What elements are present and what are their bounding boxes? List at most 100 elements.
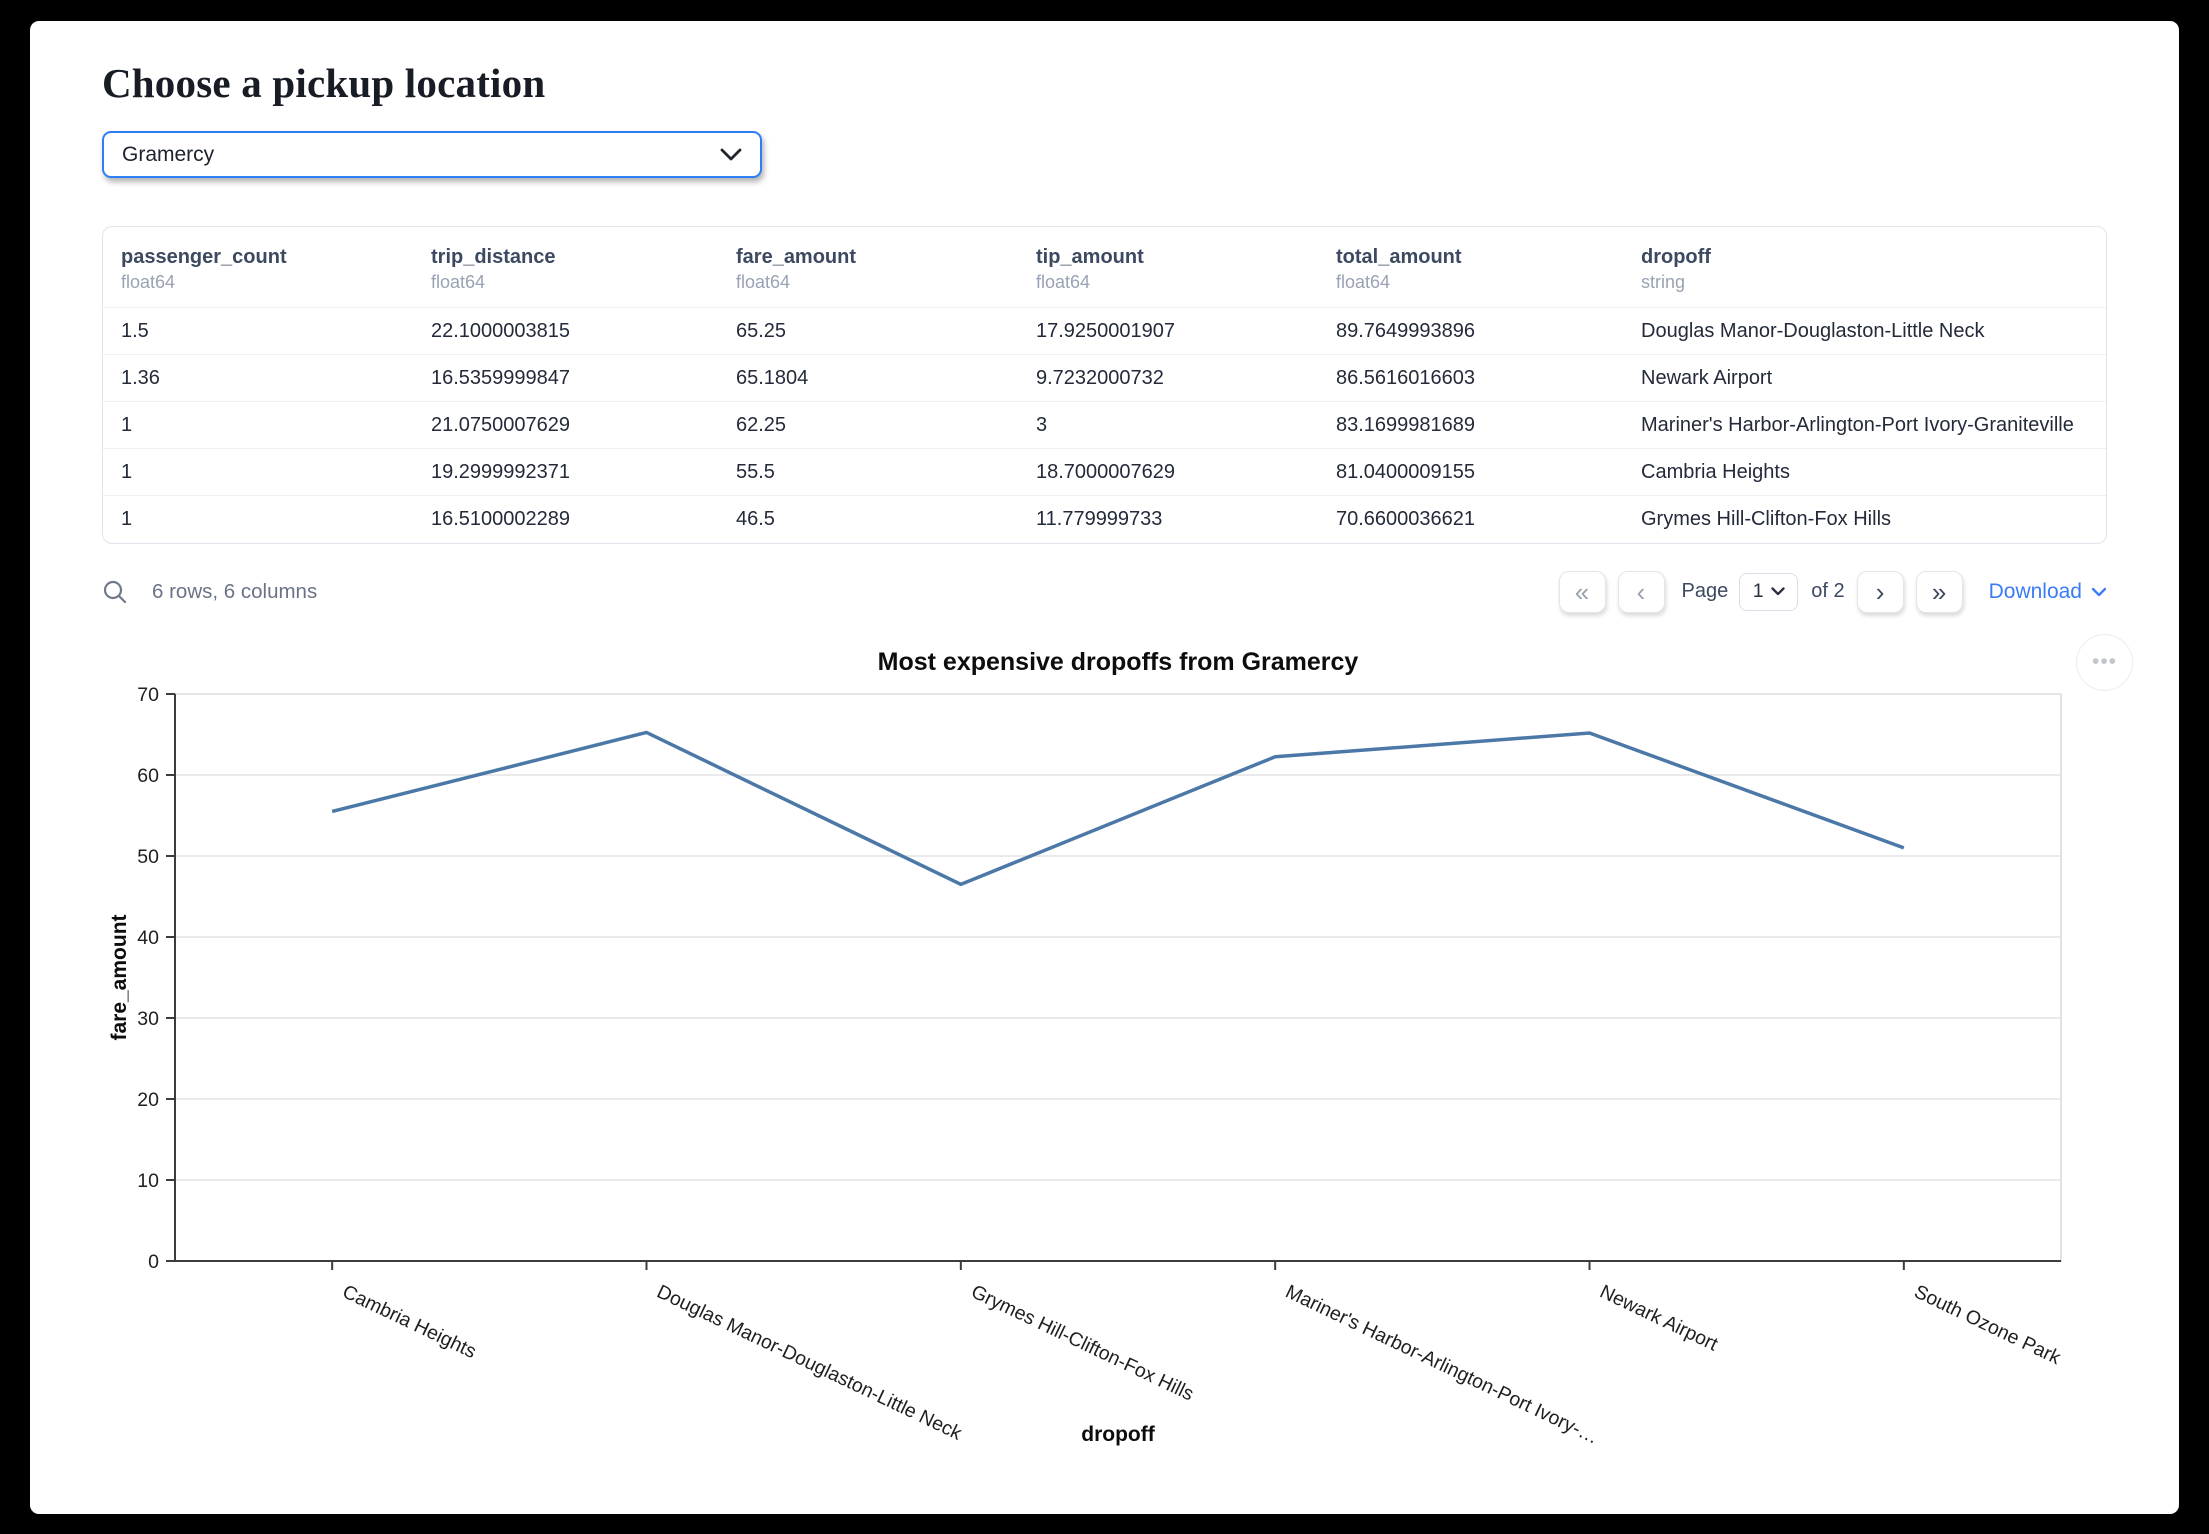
table-cell: 62.25 (718, 401, 1018, 449)
x-tick-label: Mariner's Harbor-Arlington-Port Ivory-… (1282, 1280, 1602, 1448)
page-label: Page (1681, 580, 1729, 603)
more-options-icon: ••• (2091, 650, 2118, 674)
last-page-button[interactable]: » (1915, 570, 1963, 613)
x-axis-title: dropoff (1081, 1423, 1155, 1446)
column-dtype: float64 (1036, 272, 1091, 293)
last-page-icon: » (1931, 576, 1947, 607)
table-cell: 19.2999992371 (413, 448, 718, 496)
table-cell: 3 (1018, 401, 1318, 449)
prev-page-button[interactable]: ‹ (1617, 570, 1665, 613)
column-header-trip_distance[interactable]: trip_distance float64 (413, 227, 718, 308)
table-cell: 81.0400009155 (1318, 448, 1623, 496)
chevron-down-icon (720, 148, 742, 160)
table-row: 1 21.0750007629 62.25 3 83.1699981689 Mariner… (103, 401, 2106, 449)
next-page-button[interactable]: › (1856, 570, 1904, 613)
page-number-select[interactable]: 1 (1739, 572, 1799, 611)
first-page-icon: « (1574, 576, 1590, 607)
column-name: fare_amount (736, 246, 857, 269)
table-cell: 1.5 (103, 307, 413, 355)
table-row: 1 19.2999992371 55.5 18.7000007629 81.040000… (103, 448, 2106, 496)
column-name: tip_amount (1036, 246, 1144, 269)
x-tick-label: Grymes Hill-Clifton-Fox Hills (968, 1280, 1198, 1405)
x-tick-label: Newark Airport (1596, 1280, 1721, 1355)
first-page-button[interactable]: « (1558, 570, 1606, 613)
column-header-fare_amount[interactable]: fare_amount float64 (718, 227, 1018, 308)
column-header-passenger_count[interactable]: passenger_count float64 (103, 227, 413, 308)
x-tick-label: South Ozone Park (1911, 1280, 2065, 1369)
column-dtype: float64 (736, 272, 791, 293)
line-chart-svg: Most expensive dropoffs from Gramercy 0 10… (108, 648, 2065, 1449)
table-cell: 70.6600036621 (1318, 495, 1623, 543)
pickup-location-select[interactable]: Gramercy (102, 131, 762, 179)
page-title: Choose a pickup location (102, 60, 546, 106)
table-row: 1.36 16.5359999847 65.1804 9.7232000732 86.5… (103, 354, 2106, 402)
column-name: trip_distance (431, 246, 556, 269)
y-tick-label: 20 (137, 1089, 159, 1111)
table-cell: 1.36 (103, 354, 413, 402)
table-cell: 18.7000007629 (1018, 448, 1318, 496)
y-axis-title: fare_amount (108, 914, 131, 1040)
table-cell: 16.5100002289 (413, 495, 718, 543)
column-dtype: string (1641, 272, 1686, 293)
column-name: dropoff (1641, 246, 1711, 269)
table-cell: 65.1804 (718, 354, 1018, 402)
chevron-down-icon (2091, 587, 2107, 596)
table-cell: 22.1000003815 (413, 307, 718, 355)
table-cell: 11.779999733 (1018, 495, 1318, 543)
table-cell: 17.9250001907 (1018, 307, 1318, 355)
pagination: « ‹ Page 1 of 2 › » Download (1547, 570, 2107, 613)
search-button[interactable] (102, 579, 128, 605)
table-cell: 21.0750007629 (413, 401, 718, 449)
table-cell: 1 (103, 448, 413, 496)
pickup-location-value: Gramercy (122, 142, 215, 166)
page-number-value: 1 (1752, 580, 1764, 603)
table-row: 1.5 22.1000003815 65.25 17.9250001907 89.764… (103, 307, 2106, 355)
table-cell: Grymes Hill-Clifton-Fox Hills (1623, 495, 2106, 543)
download-label: Download (1988, 579, 2082, 603)
table-cell: 89.7649993896 (1318, 307, 1623, 355)
column-dtype: float64 (121, 272, 176, 293)
table-row: 1 16.5100002289 46.5 11.779999733 70.6600036… (103, 495, 2106, 543)
download-button[interactable]: Download (1989, 580, 2107, 604)
table-cell: 1 (103, 401, 413, 449)
column-name: total_amount (1336, 246, 1462, 269)
chart-section: ••• Most expensive dropoffs from Gramerc… (102, 633, 2133, 1488)
page-count-label: of 2 (1811, 580, 1845, 603)
row-summary: 6 rows, 6 columns (152, 579, 318, 603)
y-tick-label: 0 (148, 1251, 159, 1273)
next-page-icon: › (1875, 576, 1885, 607)
table-cell: 1 (103, 495, 413, 543)
fare-chart: Most expensive dropoffs from Gramercy 0 10… (102, 638, 2107, 1488)
prev-page-icon: ‹ (1636, 576, 1646, 607)
search-icon (103, 580, 127, 603)
table-cell: 65.25 (718, 307, 1018, 355)
column-header-total_amount[interactable]: total_amount float64 (1318, 227, 1623, 308)
chart-title: Most expensive dropoffs from Gramercy (878, 648, 1359, 676)
table-cell: Douglas Manor-Douglaston-Little Neck (1623, 307, 2106, 355)
column-header-tip_amount[interactable]: tip_amount float64 (1018, 227, 1318, 308)
column-name: passenger_count (121, 246, 287, 269)
x-tick-label: Douglas Manor-Douglaston-Little Neck (653, 1280, 965, 1444)
app-card: Choose a pickup location Gramercy passen… (30, 21, 2179, 1514)
column-dtype: float64 (1336, 272, 1391, 293)
y-tick-label: 50 (137, 846, 159, 868)
table-cell: 46.5 (718, 495, 1018, 543)
table-footer: 6 rows, 6 columns « ‹ Page 1 of 2 › » (102, 568, 2107, 616)
table-cell: Newark Airport (1623, 354, 2106, 402)
y-tick-label: 10 (137, 1170, 159, 1192)
table-cell: 55.5 (718, 448, 1018, 496)
column-dtype: float64 (431, 272, 486, 293)
table-cell: 16.5359999847 (413, 354, 718, 402)
column-header-dropoff[interactable]: dropoff string (1623, 227, 2106, 308)
table-cell: 83.1699981689 (1318, 401, 1623, 449)
chart-menu-button[interactable]: ••• (2076, 633, 2133, 691)
table-cell: 86.5616016603 (1318, 354, 1623, 402)
x-tick-label: Cambria Heights (339, 1280, 480, 1362)
y-tick-label: 40 (137, 927, 159, 949)
table-cell: 9.7232000732 (1018, 354, 1318, 402)
y-tick-label: 60 (137, 765, 159, 787)
y-tick-label: 70 (137, 684, 159, 706)
